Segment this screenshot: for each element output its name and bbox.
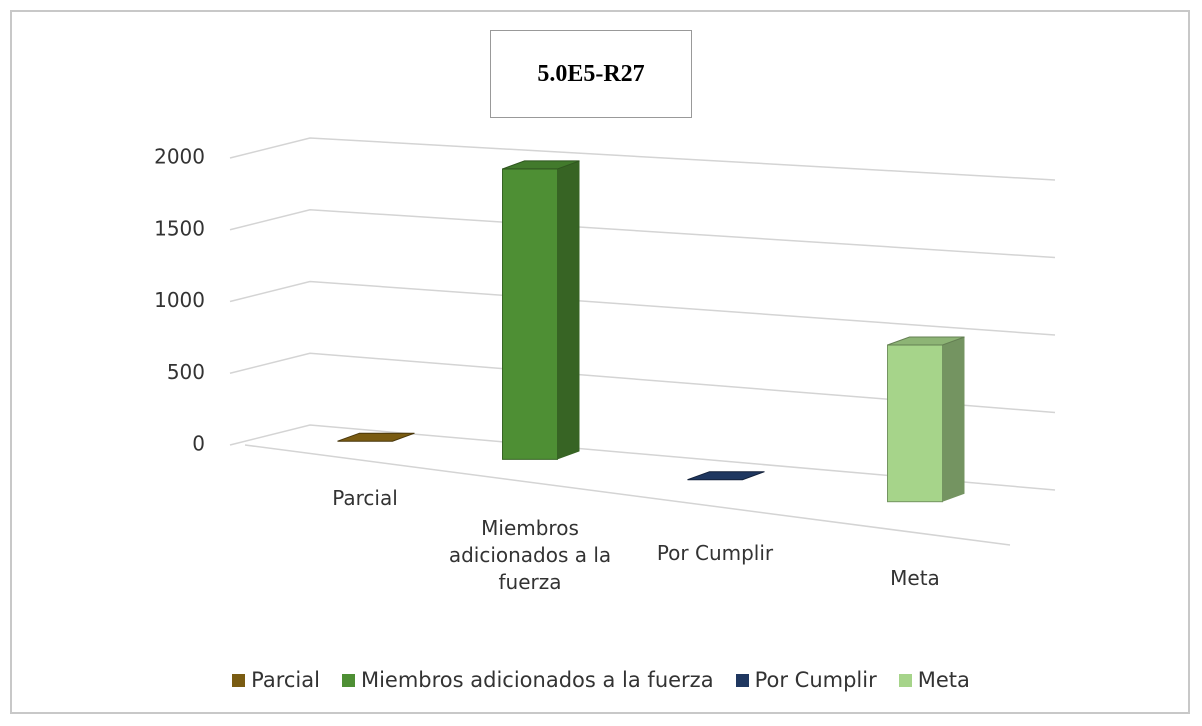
chart-frame <box>10 10 1190 714</box>
legend-item: Miembros adicionados a la fuerza <box>341 668 714 692</box>
grid-line <box>229 424 1056 491</box>
y-tick-label: 1000 <box>154 288 205 312</box>
bar-front <box>502 168 558 460</box>
chart-title: 5.0E5-R27 <box>490 30 692 118</box>
x-tick-label: Parcial <box>332 486 398 510</box>
legend-label: Miembros adicionados a la fuerza <box>360 668 714 692</box>
legend-label: Meta <box>917 668 970 692</box>
bar-side <box>942 337 965 502</box>
bar <box>687 471 765 481</box>
legend-swatch <box>232 673 246 687</box>
bar-top <box>687 471 765 481</box>
y-tick-label: 2000 <box>154 145 205 169</box>
legend: Parcial Miembros adicionados a la fuerza P… <box>0 668 1202 692</box>
bar-top <box>337 432 415 442</box>
x-tick-label: Miembros adicionados a la fuerza <box>448 516 612 594</box>
grid-line <box>229 280 1056 336</box>
y-tick-label: 0 <box>192 432 205 456</box>
legend-item: Meta <box>898 668 970 692</box>
bar-front <box>887 344 943 503</box>
legend-label: Parcial <box>251 668 320 692</box>
grid-line <box>229 208 1056 259</box>
grid-line <box>229 137 1056 181</box>
grid-line <box>229 352 1056 414</box>
floor-edge <box>244 444 1011 546</box>
legend-swatch <box>341 673 355 687</box>
legend-label: Por Cumplir <box>754 668 877 692</box>
bar <box>337 432 415 442</box>
x-tick-label: Meta <box>890 566 940 590</box>
x-tick-label: Por Cumplir <box>656 541 774 565</box>
legend-swatch <box>735 673 749 687</box>
bar <box>887 336 965 503</box>
bar <box>502 160 580 460</box>
legend-swatch <box>898 673 912 687</box>
legend-item: Parcial <box>232 668 320 692</box>
bar-top <box>887 336 965 346</box>
y-tick-label: 1500 <box>154 216 205 240</box>
bar-top <box>502 160 580 170</box>
y-tick-label: 500 <box>167 360 205 384</box>
legend-item: Por Cumplir <box>735 668 877 692</box>
bar-side <box>557 160 580 460</box>
